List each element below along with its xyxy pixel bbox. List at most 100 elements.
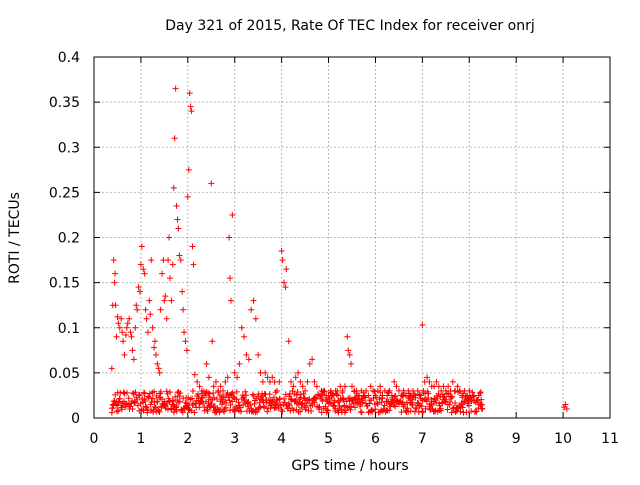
data-point-baseline (459, 404, 466, 411)
data-point-baseline (132, 389, 139, 396)
data-point (217, 383, 224, 390)
data-point-baseline (210, 390, 217, 397)
chart-title: Day 321 of 2015, Rate Of TEC Index for r… (165, 18, 534, 34)
data-point (134, 306, 141, 313)
data-point-baseline (467, 394, 474, 401)
data-point-baseline (295, 401, 302, 408)
data-point (174, 216, 181, 223)
data-point-baseline (407, 408, 414, 415)
data-point-baseline (266, 391, 273, 398)
data-point-baseline (277, 402, 284, 409)
data-point-baseline (461, 399, 468, 406)
data-point (161, 297, 168, 304)
data-point-baseline (282, 391, 289, 398)
data-point-baseline (221, 406, 228, 413)
data-point (285, 338, 292, 345)
data-point-baseline (120, 389, 127, 396)
data-point-baseline (145, 394, 152, 401)
data-point-baseline (398, 409, 405, 416)
data-point-baseline (452, 408, 459, 415)
data-point (341, 383, 348, 390)
data-point-baseline (129, 406, 136, 413)
data-point-baseline (319, 391, 326, 398)
y-tick-label: 0.25 (49, 185, 80, 201)
data-point-baseline (245, 398, 252, 405)
data-point-baseline (411, 391, 418, 398)
data-point-baseline (113, 408, 120, 415)
data-point-baseline (257, 404, 264, 411)
data-point (208, 180, 215, 187)
data-point-baseline (476, 390, 483, 397)
data-point-baseline (385, 389, 392, 396)
data-point (238, 324, 245, 331)
data-point (212, 378, 219, 385)
data-point (149, 324, 156, 331)
data-point (191, 371, 198, 378)
data-point (222, 378, 229, 385)
data-point (169, 261, 176, 268)
data-point-baseline (416, 391, 423, 398)
data-point-baseline (173, 407, 180, 414)
data-point (196, 383, 203, 390)
data-point (231, 369, 238, 376)
data-point (276, 378, 283, 385)
data-point (290, 383, 297, 390)
data-point-baseline (208, 401, 215, 408)
data-point (179, 288, 186, 295)
data-point (283, 266, 290, 273)
data-point (414, 387, 421, 394)
data-point-baseline (144, 406, 151, 413)
data-point (143, 315, 150, 322)
data-point-baseline (371, 388, 378, 395)
data-point (229, 211, 236, 218)
data-point-baseline (281, 399, 288, 406)
data-point-baseline (374, 401, 381, 408)
data-point-baseline (318, 409, 325, 416)
data-point (282, 284, 289, 291)
data-points (108, 85, 570, 416)
data-point-baseline (394, 397, 401, 404)
data-point (144, 329, 151, 336)
data-point-baseline (319, 397, 326, 404)
data-point (227, 275, 234, 282)
data-point-baseline (272, 389, 279, 396)
data-point (241, 333, 248, 340)
data-point-baseline (264, 408, 271, 415)
data-point (141, 270, 148, 277)
data-point (142, 306, 149, 313)
data-point (279, 257, 286, 264)
data-point-baseline (289, 388, 296, 395)
data-point-baseline (151, 403, 158, 410)
data-point-baseline (118, 406, 125, 413)
data-point-baseline (205, 399, 212, 406)
data-point (170, 184, 177, 191)
data-point-baseline (419, 408, 426, 415)
data-point-baseline (422, 405, 429, 412)
data-point-baseline (446, 398, 453, 405)
data-point-baseline (370, 395, 377, 402)
data-point (190, 261, 197, 268)
data-point (236, 360, 243, 367)
data-point-baseline (391, 393, 398, 400)
data-point-baseline (155, 407, 162, 414)
data-point (273, 387, 280, 394)
data-point-baseline (292, 398, 299, 405)
data-point (377, 383, 384, 390)
data-point (252, 315, 259, 322)
data-point (157, 306, 164, 313)
data-point-baseline (439, 399, 446, 406)
data-point-baseline (324, 407, 331, 414)
data-point-baseline (129, 389, 136, 396)
data-point (224, 374, 231, 381)
data-point-baseline (233, 388, 240, 395)
data-point (132, 324, 139, 331)
data-point-baseline (279, 408, 286, 415)
grid-lines (94, 57, 610, 418)
data-point (126, 315, 133, 322)
data-point-baseline (170, 409, 177, 416)
data-point (297, 378, 304, 385)
data-point (185, 166, 192, 173)
data-point-baseline (151, 388, 158, 395)
data-point (445, 383, 452, 390)
data-point (181, 329, 188, 336)
